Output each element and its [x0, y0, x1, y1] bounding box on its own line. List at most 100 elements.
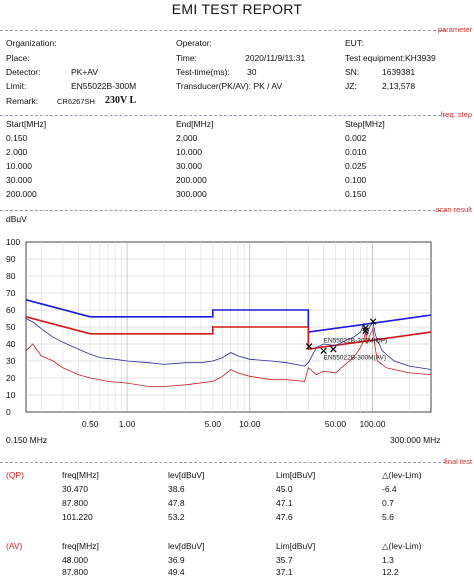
- freq-row-3-step: 0.100: [345, 175, 367, 185]
- final-header-freq: freq[MHz]: [62, 470, 99, 480]
- x-tick-label: 1.00: [119, 419, 136, 429]
- final-header-lim: Lim[dBuV]: [276, 470, 316, 480]
- peak-marker: [305, 343, 313, 350]
- qp-row-1-freq: 87.800: [62, 498, 88, 508]
- qp-row-0-freq: 30.470: [62, 484, 88, 494]
- freq-row-0-step: 0.002: [345, 133, 367, 143]
- x-axis-end-label: 300.000 MHz: [390, 435, 441, 445]
- transducer-label: Transducer(PK/AV): PK / AV: [176, 81, 283, 91]
- av-header-freq: freq[MHz]: [62, 541, 99, 551]
- x-axis-start-label: 0.150 MHz: [6, 435, 48, 445]
- jz-label: JZ:: [345, 81, 357, 91]
- y-tick-label: 10: [6, 390, 16, 400]
- x-tick-label: 100.00: [359, 419, 385, 429]
- qp-row-2-lev: 53.2: [168, 512, 185, 522]
- freq-header-start: Start[MHz]: [6, 119, 47, 129]
- qp-row-2-lim: 47.6: [276, 512, 293, 522]
- organization-label: Organization:: [6, 38, 57, 48]
- operator-label: Operator:: [176, 38, 212, 48]
- sn-label: SN:: [345, 67, 360, 77]
- freq-row-1-start: 2.000: [6, 147, 28, 157]
- qp-label: (QP): [6, 470, 24, 480]
- av-header-lim: Lim[dBuV]: [276, 541, 316, 551]
- place-label: Place:: [6, 53, 30, 63]
- freq-header-end: End[MHz]: [176, 119, 214, 129]
- freq-row-4-start: 200.000: [6, 189, 37, 199]
- final-header-lev: lev[dBuV]: [168, 470, 205, 480]
- y-tick-label: 90: [6, 254, 16, 264]
- freq-row-1-end: 10.000: [176, 147, 202, 157]
- qp-row-2-freq: 101.220: [62, 512, 93, 522]
- time-value: 2020/11/9/11:31: [245, 53, 306, 63]
- limit-value: EN55022B-300M: [71, 81, 137, 91]
- final-test-divider: [0, 462, 446, 463]
- peak-marker: [362, 324, 369, 332]
- eut-label: EUT:: [345, 38, 364, 48]
- detector-value: PK+AV: [71, 67, 99, 77]
- scan-result-divider: [0, 210, 446, 211]
- av-row-0-delta: 1.3: [382, 555, 394, 565]
- remark-label: Remark:: [6, 96, 39, 106]
- x-tick-label: 0.50: [82, 419, 99, 429]
- x-tick-label: 5.00: [205, 419, 222, 429]
- freq-row-0-start: 0.150: [6, 133, 28, 143]
- freq-step-divider: [0, 115, 446, 116]
- y-tick-label: 100: [6, 237, 20, 247]
- av-limit-line: [25, 316, 432, 351]
- qp-row-0-lev: 38.6: [168, 484, 185, 494]
- av-row-1-delta: 12.2: [382, 567, 399, 577]
- qp-row-0-delta: -6.4: [382, 484, 397, 494]
- av-row-1-freq: 87.800: [62, 567, 88, 577]
- peak-marker: [362, 327, 369, 334]
- av-header-lev: lev[dBuV]: [168, 541, 205, 551]
- limit-label: Limit:: [6, 81, 27, 91]
- qp-row-1-lev: 47.8: [168, 498, 185, 508]
- y-tick-label: 70: [6, 288, 16, 298]
- av-limit-label: EN55022B-300M(AV): [324, 354, 386, 361]
- y-tick-label: 50: [6, 322, 16, 332]
- detector-label: Detector:: [6, 67, 41, 77]
- av-row-0-lim: 35.7: [276, 555, 293, 565]
- time-label: Time:: [176, 53, 197, 63]
- parameter-section-label: parameter: [437, 25, 472, 34]
- scan-result-section-label: scan result: [435, 205, 472, 214]
- x-tick-label: 10.00: [239, 419, 261, 429]
- qp-limit-label: EN55022B-300M(QP): [324, 337, 388, 344]
- peak-marker: [320, 347, 327, 355]
- testtime-label: Test-time(ms):: [176, 67, 230, 77]
- y-tick-label: 20: [6, 373, 16, 383]
- sn-value: 1639381: [382, 67, 416, 77]
- jz-value: 2,13,578: [382, 81, 416, 91]
- freq-row-0-end: 2.000: [176, 133, 198, 143]
- freq-row-4-end: 300.000: [176, 189, 207, 199]
- remark-value: CR6267SH: [57, 97, 95, 106]
- parameter-divider: [0, 30, 446, 31]
- y-tick-label: 0: [6, 407, 11, 417]
- report-title: EMI TEST REPORT: [171, 1, 303, 17]
- freq-step-section-label: freq. step: [440, 110, 472, 119]
- y-axis-unit: dBuV: [6, 214, 27, 224]
- freq-row-1-step: 0.010: [345, 147, 367, 157]
- remark-handwritten: 230V L: [105, 95, 137, 106]
- x-tick-label: 50.00: [325, 419, 347, 429]
- av-row-0-lev: 36.9: [168, 555, 185, 565]
- qp-row-1-delta: 0.7: [382, 498, 394, 508]
- freq-row-2-start: 10.000: [6, 161, 32, 171]
- av-row-1-lev: 49.4: [168, 567, 185, 577]
- freq-row-3-start: 30.000: [6, 175, 32, 185]
- y-tick-label: 30: [6, 356, 16, 366]
- av-row-1-lim: 37.1: [276, 567, 293, 577]
- qp-row-2-delta: 5.6: [382, 512, 394, 522]
- freq-row-3-end: 200.000: [176, 175, 207, 185]
- final-test-section-label: final test: [444, 457, 472, 466]
- equipment-label: Test equipment:KH3939: [345, 53, 436, 63]
- av-trace: [25, 327, 432, 387]
- qp-row-0-lim: 45.0: [276, 484, 293, 494]
- freq-row-2-step: 0.025: [345, 161, 367, 171]
- testtime-value: 30: [247, 67, 257, 77]
- y-tick-label: 60: [6, 305, 16, 315]
- final-header-delta: △(lev-Lim): [382, 470, 422, 480]
- peak-marker: [369, 318, 377, 325]
- peak-marker: [330, 346, 337, 353]
